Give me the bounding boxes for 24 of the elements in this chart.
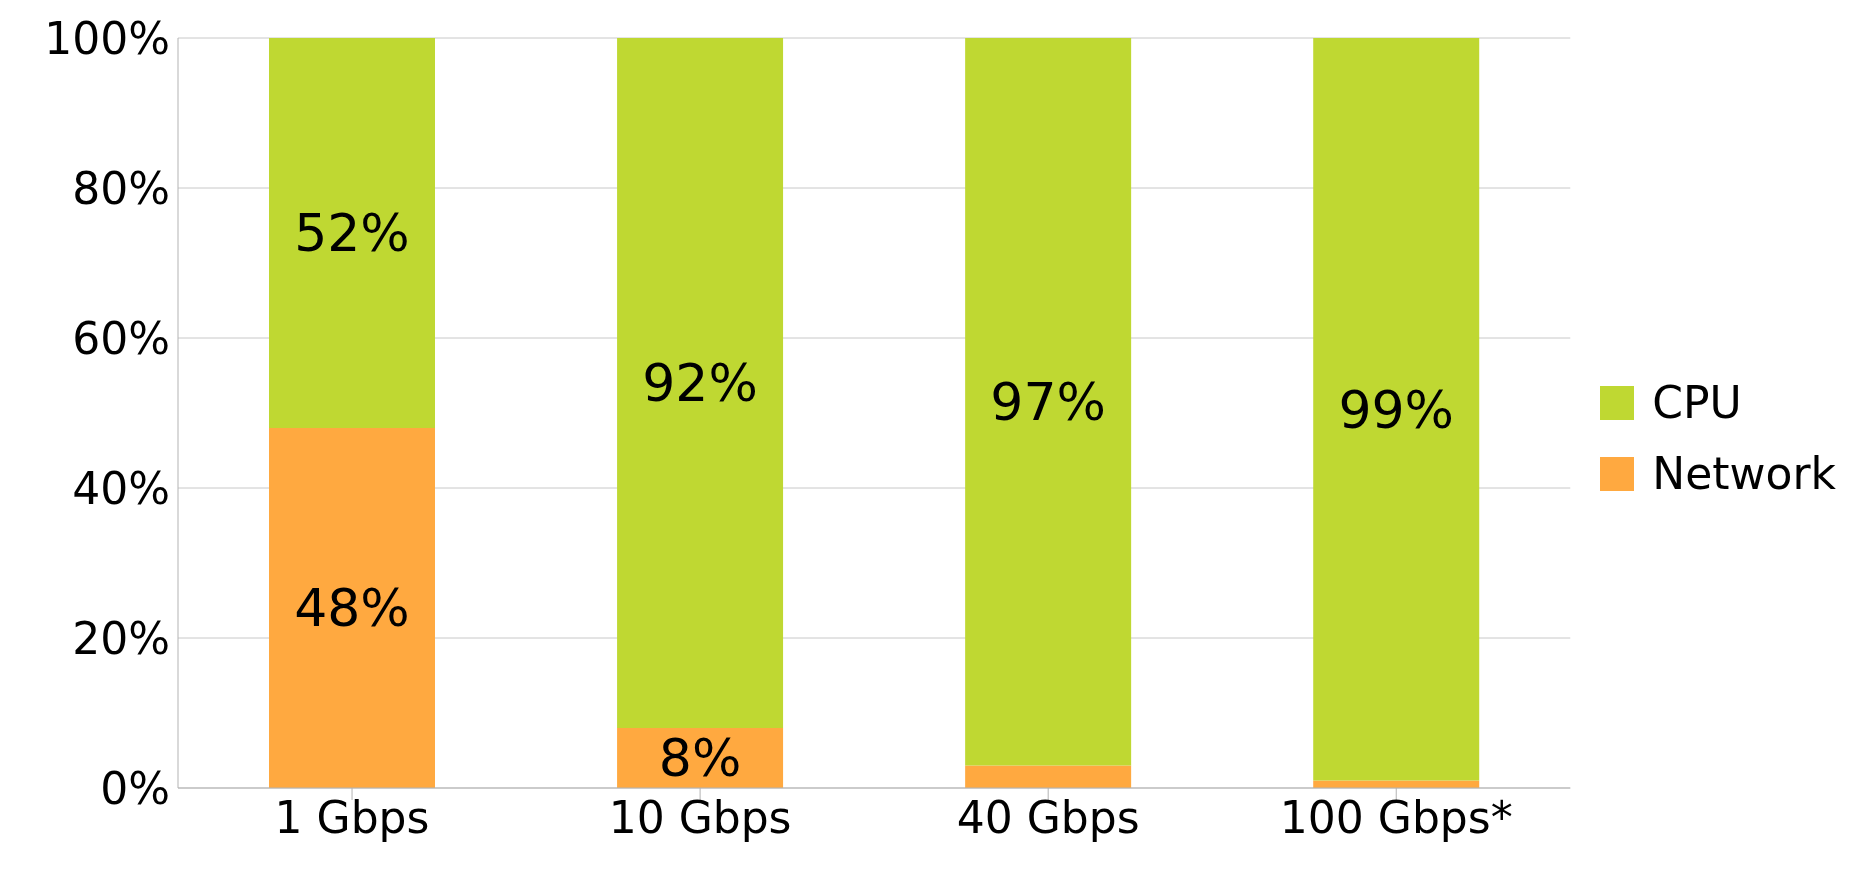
y-tick-label: 20%	[72, 612, 170, 664]
data-label: 48%	[294, 578, 410, 639]
bar	[269, 38, 435, 428]
y-tick-label: 60%	[72, 312, 170, 364]
bar	[965, 38, 1132, 766]
bar	[617, 38, 784, 728]
data-label: 99%	[1338, 379, 1454, 440]
data-label: 97%	[990, 372, 1106, 433]
x-tick-label: 100 Gbps*	[1279, 792, 1513, 844]
data-label: 92%	[642, 353, 758, 414]
bar	[269, 428, 435, 788]
legend-label: Network	[1652, 448, 1836, 499]
bar	[965, 765, 1132, 788]
data-label: 52%	[294, 203, 410, 264]
y-tick-label: 0%	[100, 762, 170, 814]
x-tick-label: 40 Gbps	[956, 792, 1140, 844]
y-tick-label: 100%	[44, 12, 170, 64]
legend-label: CPU	[1652, 377, 1742, 428]
y-tick-label: 80%	[72, 162, 170, 214]
data-label: 8%	[658, 728, 742, 789]
bar	[1313, 38, 1480, 781]
x-tick-label: 10 Gbps	[608, 792, 792, 844]
y-tick-label: 40%	[72, 462, 170, 514]
x-tick-label: 1 Gbps	[274, 792, 430, 844]
